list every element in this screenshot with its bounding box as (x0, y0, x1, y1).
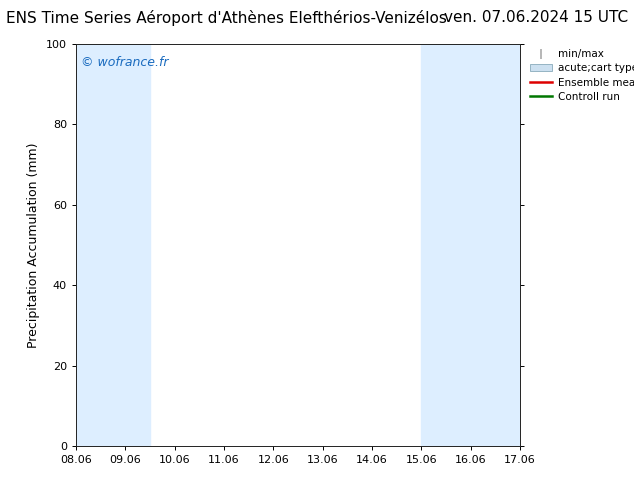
Bar (76, 44, 101, 446)
Bar (495, 44, 520, 446)
Bar (101, 44, 150, 446)
Bar (470, 44, 495, 446)
Legend: min/max, acute;cart type, Ensemble mean run, Controll run: min/max, acute;cart type, Ensemble mean … (529, 49, 634, 102)
Text: ven. 07.06.2024 15 UTC: ven. 07.06.2024 15 UTC (444, 10, 628, 25)
Text: ENS Time Series Aéroport d'Athènes Elefthérios-Venizélos: ENS Time Series Aéroport d'Athènes Eleft… (6, 10, 447, 26)
Bar (421, 44, 470, 446)
Y-axis label: Precipitation Accumulation (mm): Precipitation Accumulation (mm) (27, 142, 41, 348)
Text: © wofrance.fr: © wofrance.fr (81, 56, 168, 69)
